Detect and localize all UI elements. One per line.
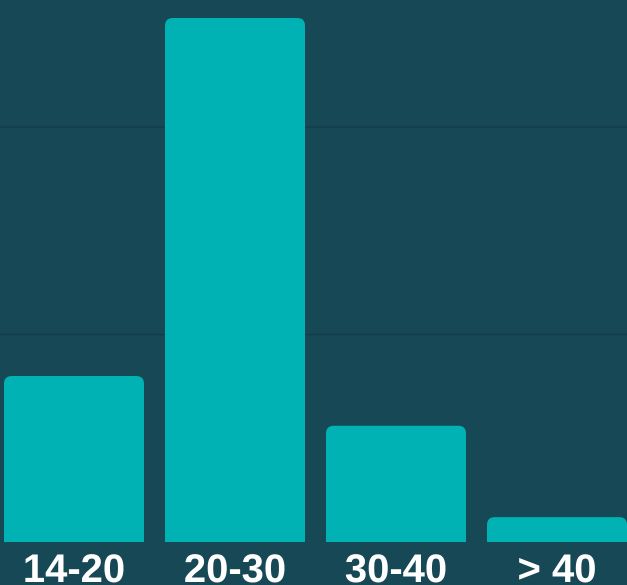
x-tick-label: 14-20 [23,547,125,585]
bar-40 [487,517,627,542]
bar-30-40 [326,425,466,542]
x-tick-labels: 14-20 20-30 30-40 > 40 [23,547,597,585]
bar-20-30 [165,18,305,542]
x-tick-label: 20-30 [184,547,286,585]
gridlines [0,126,627,336]
x-tick-label: 30-40 [345,547,447,585]
bar-14-20 [4,375,144,542]
x-tick-label: > 40 [518,547,597,585]
bars [4,18,627,542]
